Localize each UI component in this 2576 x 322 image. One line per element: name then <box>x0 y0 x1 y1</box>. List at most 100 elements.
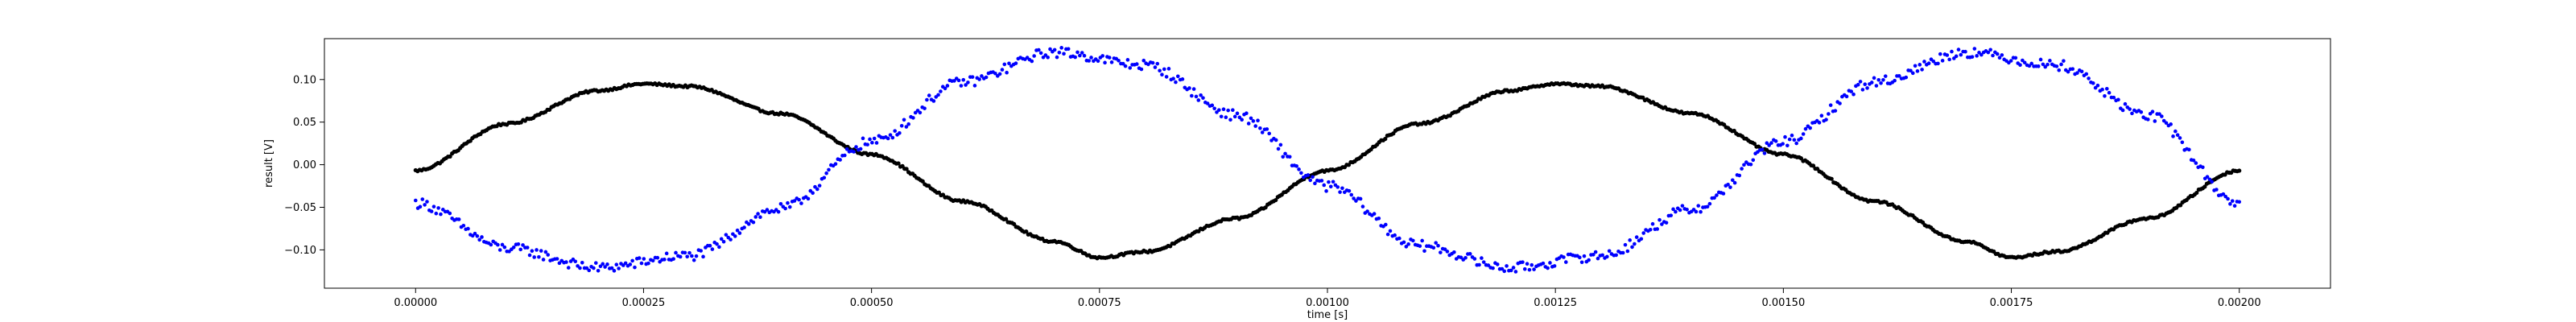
data-point <box>1915 69 1920 73</box>
data-point <box>436 206 440 210</box>
data-point <box>2180 140 2185 145</box>
data-point <box>1838 101 1842 105</box>
data-point <box>678 254 683 259</box>
data-point <box>945 84 950 88</box>
data-point <box>1459 255 1463 260</box>
data-point <box>525 246 530 250</box>
data-point <box>872 136 877 141</box>
x-tick-label: 0.00125 <box>1534 297 1577 309</box>
data-point <box>1328 184 1333 189</box>
data-point <box>1153 65 1158 69</box>
data-point <box>448 211 452 216</box>
data-point <box>1587 258 1591 262</box>
data-point <box>898 131 902 135</box>
data-point <box>813 184 817 189</box>
data-point <box>1803 126 1808 131</box>
data-point <box>1052 47 1057 52</box>
data-point <box>1103 60 1107 65</box>
data-point <box>511 246 516 250</box>
data-point <box>1117 58 1121 63</box>
data-point <box>699 249 703 253</box>
data-point <box>1319 179 1324 183</box>
data-point <box>2150 109 2155 114</box>
data-point <box>685 254 689 259</box>
data-point <box>425 200 429 204</box>
data-point <box>2171 134 2175 138</box>
data-point <box>1360 204 1365 208</box>
data-point <box>1975 54 1979 58</box>
data-point <box>1141 58 1146 63</box>
data-point <box>1794 141 1798 146</box>
data-point <box>918 110 923 115</box>
data-point <box>413 198 418 203</box>
data-point <box>2210 180 2214 184</box>
data-point <box>2194 161 2198 165</box>
data-point <box>456 217 461 221</box>
data-point <box>1007 61 1011 66</box>
data-point <box>1274 138 1278 142</box>
data-point <box>844 147 849 151</box>
data-point <box>1335 185 1340 189</box>
data-point <box>516 242 521 246</box>
data-point <box>792 199 797 203</box>
data-point <box>623 261 628 266</box>
data-point <box>2075 71 2079 75</box>
data-point <box>1655 227 1660 231</box>
data-point <box>2205 175 2210 179</box>
data-point <box>2194 190 2199 196</box>
data-point <box>2120 108 2125 113</box>
data-point <box>1810 163 1816 168</box>
data-point <box>1306 173 1311 177</box>
data-point <box>787 204 792 209</box>
data-point <box>1685 207 1689 212</box>
data-point <box>817 184 822 188</box>
data-point <box>1175 74 1180 79</box>
data-point <box>1066 47 1071 52</box>
data-point <box>1109 60 1114 64</box>
data-point <box>1785 143 1790 148</box>
data-point <box>1210 103 1215 108</box>
data-point <box>423 203 427 207</box>
data-point <box>1005 70 1009 75</box>
x-axis-ticks: 0.00000 0.00025 0.00050 0.00075 0.00100 0.001… <box>394 288 2261 309</box>
data-point <box>1434 241 1438 245</box>
data-point <box>1991 53 1995 58</box>
data-point <box>2228 202 2232 206</box>
data-point <box>1959 52 1963 57</box>
data-point <box>1865 86 1869 90</box>
data-point <box>1000 68 1005 72</box>
data-point <box>557 261 562 266</box>
data-point <box>936 93 940 97</box>
data-point <box>899 123 904 128</box>
data-point <box>724 233 729 237</box>
data-point <box>1377 216 1381 221</box>
data-point <box>1922 60 1926 64</box>
data-point <box>1246 122 1251 126</box>
data-point <box>1365 209 1369 213</box>
x-axis-label: time [s] <box>1307 309 1348 321</box>
data-point <box>1237 115 1242 120</box>
data-point <box>1765 141 1769 146</box>
data-point <box>1552 264 1557 268</box>
data-point <box>1740 167 1744 171</box>
data-point <box>1628 238 1632 242</box>
data-point <box>1057 51 1062 55</box>
data-point <box>1634 235 1639 239</box>
data-point <box>1548 261 1552 265</box>
data-point <box>1294 164 1299 168</box>
data-point <box>1801 132 1806 136</box>
data-point <box>1760 147 1765 152</box>
y-tick-label: 0.05 <box>293 117 316 129</box>
data-point <box>1829 176 1834 181</box>
data-point <box>2169 122 2173 126</box>
data-point <box>2095 83 2100 88</box>
data-point <box>1699 209 1703 214</box>
plot-area <box>324 38 2331 289</box>
data-point <box>1190 93 1194 98</box>
data-point <box>911 116 915 120</box>
data-point <box>970 75 975 79</box>
data-point <box>2174 129 2178 134</box>
data-point <box>1614 253 1618 258</box>
data-point <box>1463 255 1468 260</box>
